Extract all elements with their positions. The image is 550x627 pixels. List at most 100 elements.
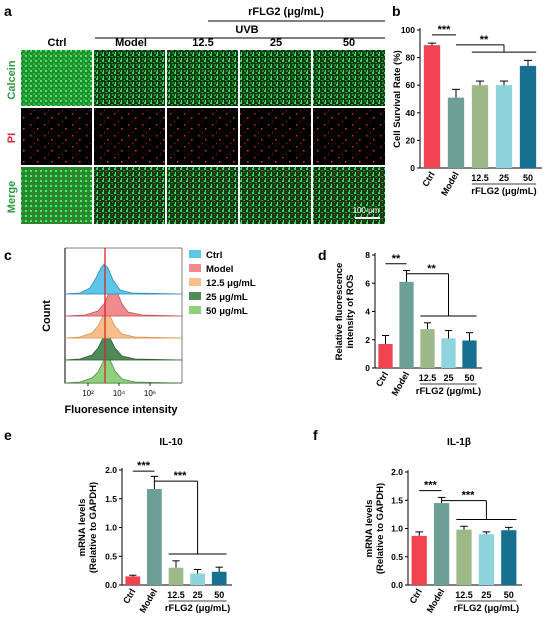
bar-50 — [519, 65, 537, 168]
bar-ctrl — [125, 576, 141, 585]
x-tick-label: Model — [425, 587, 447, 615]
chart-title: IL-1β — [447, 437, 471, 448]
panel-letter-f: f — [313, 427, 318, 443]
histogram-ctrl — [64, 263, 183, 295]
y-tick-label: 20 — [406, 135, 416, 145]
image-pi-50 — [313, 108, 385, 165]
sig-label: ** — [427, 263, 436, 275]
x-tick-label: Ctrl — [420, 170, 436, 188]
bar-50 — [501, 530, 517, 585]
bar-12-5 — [420, 329, 435, 368]
y-tick-label: 1.5 — [105, 494, 117, 504]
x-tick-label: 50 — [214, 590, 224, 600]
x-tick-label: 25 — [443, 373, 453, 383]
panel-c: c 10² 10⁴ 10⁶ Fluoresence intensity Coun… — [4, 247, 256, 416]
bar-model — [447, 97, 465, 168]
y-axis-label: Relative fluorescence — [334, 263, 345, 361]
legend-swatch-model — [189, 264, 201, 272]
sig-label: ** — [480, 34, 489, 46]
treatment-header: rFLG2 (μg/mL) — [248, 6, 324, 18]
sig-label: *** — [424, 480, 438, 492]
image-pi-12-5 — [167, 108, 238, 165]
panel-letter-c: c — [4, 247, 12, 263]
legend-swatch-ctrl — [189, 250, 201, 258]
x-tick-label: 25 — [481, 590, 491, 600]
panel-a: a rFLG2 (μg/mL) UVB Ctrl Model 12.5 25 5… — [4, 3, 385, 224]
scale-bar-label: 100 μm — [353, 206, 380, 215]
panel-letter-d: d — [318, 247, 327, 263]
x-tick-label: Model — [390, 370, 412, 398]
y-tick-label: 4 — [365, 307, 370, 317]
row-label-pi: PI — [6, 133, 18, 143]
y-axis-label: (Relative to GAPDH) — [88, 482, 99, 573]
x-tick-label: 50 — [523, 173, 533, 183]
y-tick-label: 2.0 — [391, 467, 403, 477]
bar-12-5 — [168, 567, 184, 585]
panel-f-chart: f 0.0 0.5 1.0 1.5 2.0 mRNA levels (Relative to… — [313, 427, 522, 615]
bar-25 — [190, 573, 205, 585]
chart-title: IL-10 — [159, 437, 183, 448]
y-tick-label: 60 — [406, 80, 416, 90]
legend-label-50: 50 μg/mL — [206, 306, 248, 317]
col-label-50: 50 — [343, 37, 355, 49]
x-tick-label: Model — [137, 587, 159, 615]
image-merge-model — [94, 167, 165, 224]
panel-letter-e: e — [4, 427, 12, 443]
bar-12-5 — [471, 85, 489, 168]
y-axis-label: mRNA levels — [77, 499, 88, 557]
bar-ctrl — [411, 535, 427, 585]
panel-b-chart: b 0 20 40 60 80 100 Cell Survival Rate (%) Ctrl… — [392, 3, 542, 198]
bar-12-5 — [456, 529, 472, 585]
y-tick-label: 1.5 — [391, 495, 403, 505]
panel-e-chart: e 0.0 0.5 1.0 1.5 2.0 mRNA levels (Relative to… — [4, 427, 232, 615]
image-calcein-12-5 — [167, 50, 238, 106]
panel-d-chart: d 0 2 4 6 8 Relative fluorescence intensity of… — [318, 247, 482, 398]
flow-histograms — [64, 263, 183, 384]
x-tick-label: 25 — [193, 590, 203, 600]
y-tick-label: 2.0 — [105, 465, 117, 475]
legend-label-model: Model — [206, 264, 233, 275]
legend-label-12-5: 12.5 μg/mL — [206, 278, 256, 289]
x-axis-label: rFLG2 (μg/mL) — [471, 186, 536, 197]
y-axis-label: Cell Survival Rate (%) — [392, 50, 403, 148]
legend-swatch-50 — [189, 306, 201, 314]
y-axis-label: intensity of ROS — [345, 275, 356, 349]
flow-legend: Ctrl Model 12.5 μg/mL 25 μg/mL 50 μg/mL — [189, 250, 256, 317]
tick-label: 10² — [82, 389, 94, 398]
bar-model — [399, 281, 414, 368]
bar-model — [433, 503, 450, 585]
y-tick-label: 0.5 — [391, 552, 403, 562]
sig-label: *** — [137, 460, 151, 472]
y-tick-label: 0 — [365, 363, 370, 373]
y-tick-label: 1.0 — [391, 524, 403, 534]
y-tick-label: 2 — [365, 335, 370, 345]
image-calcein-model — [94, 50, 165, 106]
x-tick-label: 12.5 — [167, 590, 185, 600]
x-tick-label: Model — [439, 170, 461, 198]
sig-label: *** — [438, 24, 452, 36]
x-axis-label: rFLG2 (μg/mL) — [416, 386, 481, 397]
y-tick-label: 8 — [365, 250, 370, 260]
tick-label: 10⁴ — [113, 389, 126, 398]
y-tick-label: 0 — [410, 163, 415, 173]
col-label-model: Model — [115, 37, 147, 49]
panel-letter-b: b — [392, 3, 401, 19]
x-tick-label: Ctrl — [408, 587, 424, 605]
image-merge-50 — [313, 167, 385, 224]
row-label-merge: Merge — [6, 181, 18, 213]
y-tick-label: 40 — [406, 108, 416, 118]
x-tick-label: 50 — [464, 373, 474, 383]
sig-label: *** — [174, 470, 188, 482]
image-pi-model — [94, 108, 165, 165]
col-label-ctrl: Ctrl — [48, 37, 67, 49]
y-tick-label: 6 — [365, 278, 370, 288]
y-axis-label: (Relative to GAPDH) — [375, 483, 386, 574]
col-label-25: 25 — [270, 37, 282, 49]
bar-ctrl — [378, 343, 393, 368]
y-tick-label: 80 — [406, 53, 416, 63]
legend-label-25: 25 μg/mL — [206, 292, 248, 303]
image-calcein-50 — [313, 50, 385, 106]
bar-ctrl — [423, 45, 441, 168]
y-tick-label: 1.0 — [105, 523, 117, 533]
